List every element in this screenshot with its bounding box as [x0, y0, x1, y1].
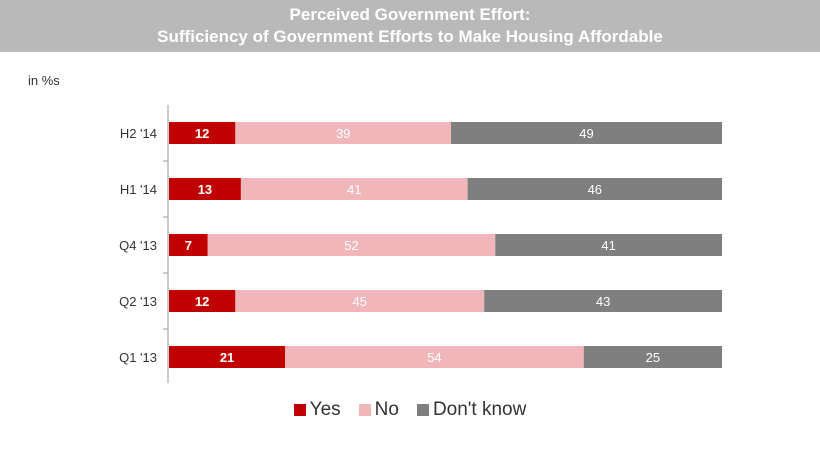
legend-label: Don't know: [432, 399, 527, 420]
stacked-bar-chart: H2 '14 12 39 49 H1 '14 13 41 46 Q4 '13 7 52 41 Q2 '1…: [119, 105, 722, 383]
legend-item: Don't know: [416, 399, 527, 421]
category-label: Q1 '13: [119, 350, 157, 365]
legend-label: Yes: [309, 399, 341, 420]
legend-item: Yes: [293, 399, 341, 421]
category-label: Q4 '13: [119, 238, 157, 253]
bar-segment-no: [285, 346, 584, 368]
bar-segment-yes: [169, 346, 286, 368]
chart-title-band: Perceived Government Effort: Sufficiency…: [0, 0, 820, 52]
data-label: 21: [220, 350, 234, 365]
category-label: H1 '14: [120, 182, 157, 197]
data-label: 43: [596, 294, 610, 309]
legend-item: No: [358, 399, 399, 421]
data-label: 12: [195, 294, 209, 309]
data-label: 54: [427, 350, 441, 365]
data-label: 46: [588, 182, 602, 197]
bar-segment-yes: [169, 234, 208, 256]
category-label: H2 '14: [120, 126, 157, 141]
bar-segment-don-t-know: [467, 178, 722, 200]
legend-label: No: [374, 399, 399, 420]
data-label: 12: [195, 126, 209, 141]
legend-swatch: [358, 404, 371, 416]
chart-title: Perceived Government Effort:: [289, 5, 531, 24]
bar-segment-don-t-know: [583, 346, 722, 368]
unit-label: in %s: [28, 73, 60, 88]
data-label: 25: [646, 350, 660, 365]
legend-swatch: [416, 404, 429, 416]
data-label: 49: [579, 126, 593, 141]
bar-segment-yes: [169, 290, 236, 312]
data-label: 41: [601, 238, 615, 253]
bar-segment-no: [235, 122, 452, 144]
chart-legend: Yes No Don't know: [0, 399, 820, 421]
bar-segment-no: [207, 234, 496, 256]
legend-swatch: [293, 404, 306, 416]
data-label: 45: [353, 294, 367, 309]
data-label: 39: [336, 126, 350, 141]
bar-segment-yes: [169, 178, 241, 200]
data-label: 13: [198, 182, 212, 197]
bar-segment-no: [240, 178, 468, 200]
bar-segment-no: [235, 290, 485, 312]
bar-segment-don-t-know: [484, 290, 722, 312]
data-label: 52: [344, 238, 358, 253]
data-label: 7: [185, 238, 192, 253]
chart-subtitle: Sufficiency of Government Efforts to Mak…: [157, 27, 663, 46]
bar-segment-don-t-know: [495, 234, 722, 256]
data-label: 41: [347, 182, 361, 197]
category-label: Q2 '13: [119, 294, 157, 309]
bar-segment-don-t-know: [451, 122, 722, 144]
bar-segment-yes: [169, 122, 236, 144]
